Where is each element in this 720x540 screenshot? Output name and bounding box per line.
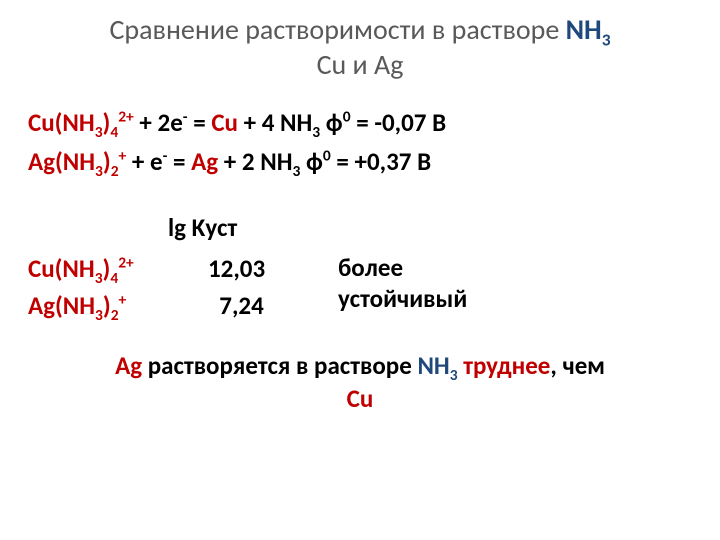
eq-cu-prod: + 4 NH3 ф0 = -0,07 В: [238, 107, 446, 138]
eq-ag-phi-pre: ф: [300, 146, 323, 177]
eq-cu-rhs: + 2e- =: [134, 107, 212, 138]
title-pre: Cравнение растворимости в растворе: [109, 12, 565, 47]
slide: Cравнение растворимости в растворе NH3 C…: [0, 0, 720, 540]
eq-cu-phi-val: = -0,07 В: [351, 107, 447, 138]
eq-ag-prod: + 2 NH3 ф0 = +0,37 В: [218, 146, 431, 177]
stability-note-l2: устойчивый: [338, 283, 467, 314]
eq-cu-base: Cu(NH: [28, 107, 95, 138]
stab-ag-base: Ag(NH: [28, 290, 95, 321]
stability-header: lg Kуст: [168, 212, 298, 243]
eq-cu-nh3: + 4 NH: [238, 107, 312, 138]
eq-cu-sub1: 3: [95, 123, 103, 142]
eq-cu-phi-sup: 0: [343, 108, 351, 127]
eq-ag-metal: Ag: [191, 146, 218, 177]
eq-cu-species: Cu(NH3)42+: [28, 107, 134, 138]
eq-cu-nh3-sub: 3: [312, 123, 320, 142]
stab-cu-sub1: 3: [95, 269, 103, 288]
stab-ag-sub1: 3: [95, 306, 103, 325]
conclusion-nh3: NH3: [417, 350, 457, 381]
stab-ag-sub2: 2: [111, 306, 119, 325]
eq-ag-base: Ag(NH: [28, 146, 95, 177]
title: Cравнение растворимости в растворе NH3 C…: [24, 12, 696, 82]
eq-ag-rhs: + e- =: [126, 146, 191, 177]
eq-ag-phi-val: = +0,37 В: [331, 146, 431, 177]
stab-ag-mid: ): [103, 290, 111, 321]
eq-cu: Cu(NH3)42+ + 2e- = Cu + 4 NH3 ф0 = -0,07…: [28, 104, 696, 143]
stab-ag-species: Ag(NH3)2+: [28, 290, 208, 321]
stab-ag-sup: +: [119, 290, 127, 309]
conclusion-harder: труднее: [463, 350, 550, 381]
eq-cu-sup: 2+: [118, 108, 134, 127]
title-nh3-base: NH: [566, 12, 602, 47]
eq-ag-sub2: 2: [111, 162, 119, 181]
eq-cu-metal: Cu: [211, 107, 238, 138]
eq-ag: Ag(NH3)2+ + e- = Ag + 2 NH3 ф0 = +0,37 В: [28, 143, 696, 182]
stability-block: lg Kуст Cu(NH3)42+ 12,03 Ag(NH3)2+ 7,24 …: [28, 212, 696, 321]
title-ag: Ag: [374, 47, 403, 82]
eq-cu-eqsign: =: [188, 107, 212, 138]
stability-note: более устойчивый: [338, 252, 467, 315]
stab-cu-base: Cu(NH: [28, 253, 95, 284]
title-nh3: NH3: [566, 12, 611, 47]
conclusion: Ag растворяется в растворе NH3 труднее, …: [24, 349, 696, 417]
stab-cu-sup: 2+: [118, 253, 134, 272]
eq-ag-phi-sup: 0: [323, 146, 331, 165]
conclusion-mid1: растворяется в растворе: [142, 350, 417, 381]
stab-cu-species: Cu(NH3)42+: [28, 253, 208, 284]
title-cu: Cu: [317, 47, 347, 82]
equations: Cu(NH3)42+ + 2e- = Cu + 4 NH3 ф0 = -0,07…: [28, 104, 696, 182]
conclusion-ag: Ag: [115, 350, 142, 381]
eq-cu-plus-e: + 2e: [134, 107, 183, 138]
stability-table: lg Kуст Cu(NH3)42+ 12,03 Ag(NH3)2+ 7,24: [28, 212, 298, 321]
conclusion-nh3-sub: 3: [450, 366, 458, 385]
eq-cu-phi-pre: ф: [320, 107, 343, 138]
conclusion-mid2: , чем: [550, 350, 605, 381]
conclusion-cu: Cu: [347, 383, 374, 414]
title-and: и: [346, 47, 374, 82]
eq-ag-species: Ag(NH3)2+: [28, 146, 126, 177]
stab-ag-value: 7,24: [208, 290, 298, 321]
eq-ag-nh3: + 2 NH: [218, 146, 292, 177]
stab-cu-value: 12,03: [208, 253, 298, 284]
eq-ag-plus-e: + e: [126, 146, 162, 177]
conclusion-nh3-base: NH: [417, 350, 449, 381]
title-nh3-sub: 3: [602, 29, 611, 51]
eq-ag-sub1: 3: [95, 162, 103, 181]
eq-ag-eqsign: =: [167, 146, 191, 177]
eq-ag-mid: ): [103, 146, 111, 177]
stability-note-l1: более: [338, 252, 403, 283]
